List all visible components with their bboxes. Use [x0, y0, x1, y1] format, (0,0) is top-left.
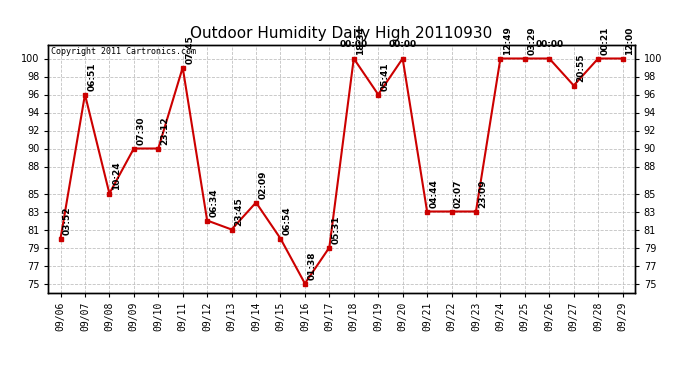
Text: 12:49: 12:49: [503, 26, 512, 55]
Text: 00:00: 00:00: [535, 40, 563, 49]
Text: 10:24: 10:24: [112, 161, 121, 190]
Text: 23:12: 23:12: [161, 116, 170, 145]
Text: 03:52: 03:52: [63, 206, 72, 235]
Text: 02:09: 02:09: [259, 170, 268, 199]
Title: Outdoor Humidity Daily High 20110930: Outdoor Humidity Daily High 20110930: [190, 26, 493, 41]
Text: 07:45: 07:45: [185, 35, 194, 64]
Text: 23:09: 23:09: [478, 179, 487, 208]
Text: 02:07: 02:07: [454, 179, 463, 208]
Text: 20:55: 20:55: [576, 53, 585, 82]
Text: 18:34: 18:34: [356, 26, 365, 55]
Text: 01:38: 01:38: [307, 251, 316, 280]
Text: 06:54: 06:54: [283, 206, 292, 235]
Text: 07:30: 07:30: [137, 116, 146, 145]
Text: 00:21: 00:21: [600, 27, 609, 55]
Text: 23:45: 23:45: [234, 197, 243, 226]
Text: 00:00: 00:00: [339, 40, 368, 49]
Text: 03:29: 03:29: [527, 26, 536, 55]
Text: 00:00: 00:00: [388, 40, 417, 49]
Text: 12:00: 12:00: [625, 27, 634, 55]
Text: 06:51: 06:51: [88, 62, 97, 91]
Text: Copyright 2011 Cartronics.com: Copyright 2011 Cartronics.com: [51, 48, 196, 57]
Text: 06:34: 06:34: [210, 188, 219, 217]
Text: 05:31: 05:31: [332, 215, 341, 244]
Text: 05:41: 05:41: [381, 62, 390, 91]
Text: 04:44: 04:44: [429, 179, 439, 208]
